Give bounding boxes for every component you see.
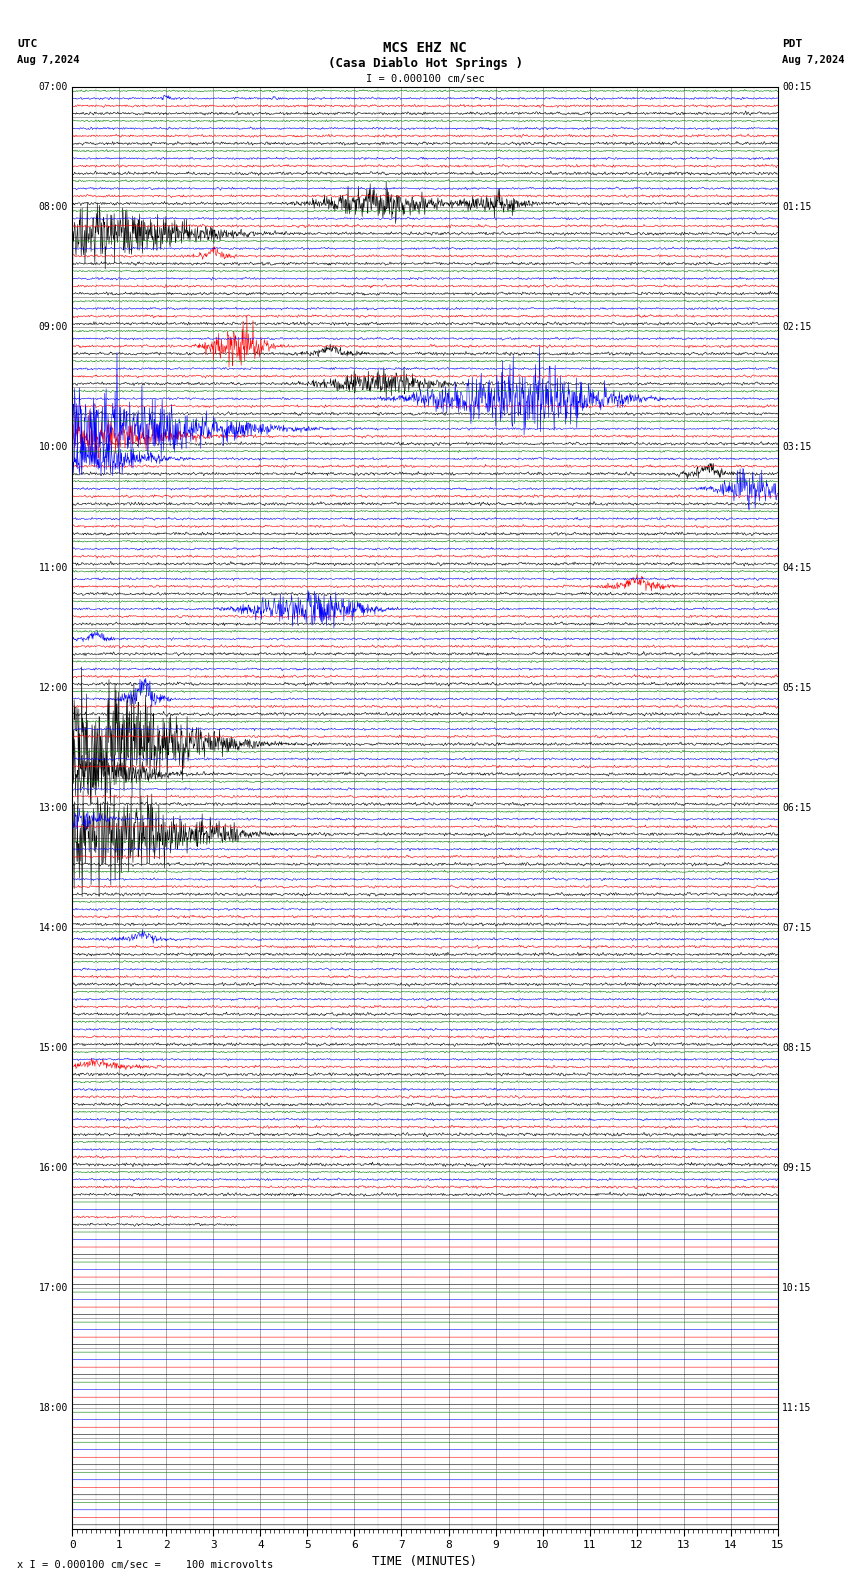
- Text: 00:15: 00:15: [782, 82, 812, 92]
- Text: 10:00: 10:00: [38, 442, 68, 453]
- Text: 12:00: 12:00: [38, 683, 68, 692]
- Text: Aug 7,2024: Aug 7,2024: [17, 55, 80, 65]
- Text: 04:15: 04:15: [782, 562, 812, 572]
- Text: 18:00: 18:00: [38, 1403, 68, 1413]
- Text: 01:15: 01:15: [782, 203, 812, 212]
- Text: 10:15: 10:15: [782, 1283, 812, 1293]
- Text: 11:00: 11:00: [38, 562, 68, 572]
- Text: 06:15: 06:15: [782, 803, 812, 813]
- Text: 07:15: 07:15: [782, 923, 812, 933]
- Text: UTC: UTC: [17, 40, 37, 49]
- Text: 11:15: 11:15: [782, 1403, 812, 1413]
- Text: Aug 7,2024: Aug 7,2024: [782, 55, 845, 65]
- Text: x I = 0.000100 cm/sec =    100 microvolts: x I = 0.000100 cm/sec = 100 microvolts: [17, 1560, 273, 1570]
- Text: 07:00: 07:00: [38, 82, 68, 92]
- Text: 17:00: 17:00: [38, 1283, 68, 1293]
- Text: 08:00: 08:00: [38, 203, 68, 212]
- Text: PDT: PDT: [782, 40, 802, 49]
- Text: 08:15: 08:15: [782, 1044, 812, 1053]
- Text: 15:00: 15:00: [38, 1044, 68, 1053]
- Text: 09:15: 09:15: [782, 1163, 812, 1174]
- Text: 14:00: 14:00: [38, 923, 68, 933]
- Text: (Casa Diablo Hot Springs ): (Casa Diablo Hot Springs ): [327, 57, 523, 70]
- Text: 02:15: 02:15: [782, 323, 812, 333]
- Text: 03:15: 03:15: [782, 442, 812, 453]
- Text: I = 0.000100 cm/sec: I = 0.000100 cm/sec: [366, 74, 484, 84]
- Text: 05:15: 05:15: [782, 683, 812, 692]
- X-axis label: TIME (MINUTES): TIME (MINUTES): [372, 1554, 478, 1568]
- Text: 09:00: 09:00: [38, 323, 68, 333]
- Text: 13:00: 13:00: [38, 803, 68, 813]
- Text: MCS EHZ NC: MCS EHZ NC: [383, 41, 467, 54]
- Text: 16:00: 16:00: [38, 1163, 68, 1174]
